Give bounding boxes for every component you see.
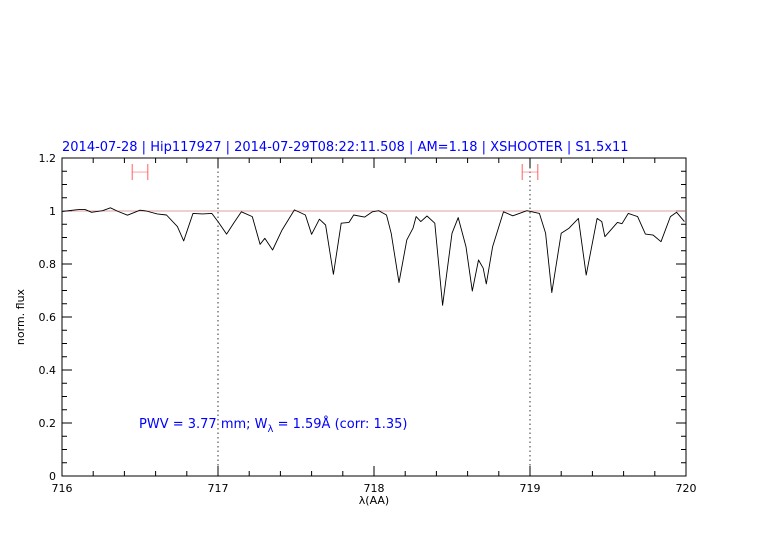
x-tick-label: 718 — [364, 482, 385, 495]
annotation-sub: λ — [268, 424, 274, 435]
x-axis-label: λ(AA) — [359, 494, 389, 507]
x-tick-label: 719 — [520, 482, 541, 495]
y-axis-label: norm. flux — [14, 288, 27, 345]
x-tick-label: 717 — [208, 482, 229, 495]
chart-title: 2014-07-28 | Hip117927 | 2014-07-29T08:2… — [62, 140, 629, 155]
range-marker — [521, 164, 539, 181]
x-tick-label: 720 — [676, 482, 697, 495]
range-marker — [131, 164, 149, 181]
y-tick-label: 1 — [49, 205, 56, 218]
annotation: PWV = 3.77 mm; Wλ = 1.59Å (corr: 1.35) — [139, 416, 408, 435]
y-tick-label: 0.6 — [39, 311, 57, 324]
marks — [61, 158, 686, 476]
annotation-part2: = 1.59Å (corr: 1.35) — [273, 416, 407, 432]
y-tick-label: 0.4 — [39, 364, 57, 377]
spectrum-line — [61, 207, 685, 306]
axes: 716 717 718 719 720 0 0.2 0.4 0.6 0.8 1 1.2 — [39, 152, 697, 495]
y-tick-label: 1.2 — [39, 152, 57, 165]
y-tick-label: 0.8 — [39, 258, 57, 271]
y-tick-label: 0.2 — [39, 417, 57, 430]
y-tick-label: 0 — [49, 470, 56, 483]
x-tick-label: 716 — [52, 482, 73, 495]
annotation-part1: PWV = 3.77 mm; W — [139, 417, 268, 432]
